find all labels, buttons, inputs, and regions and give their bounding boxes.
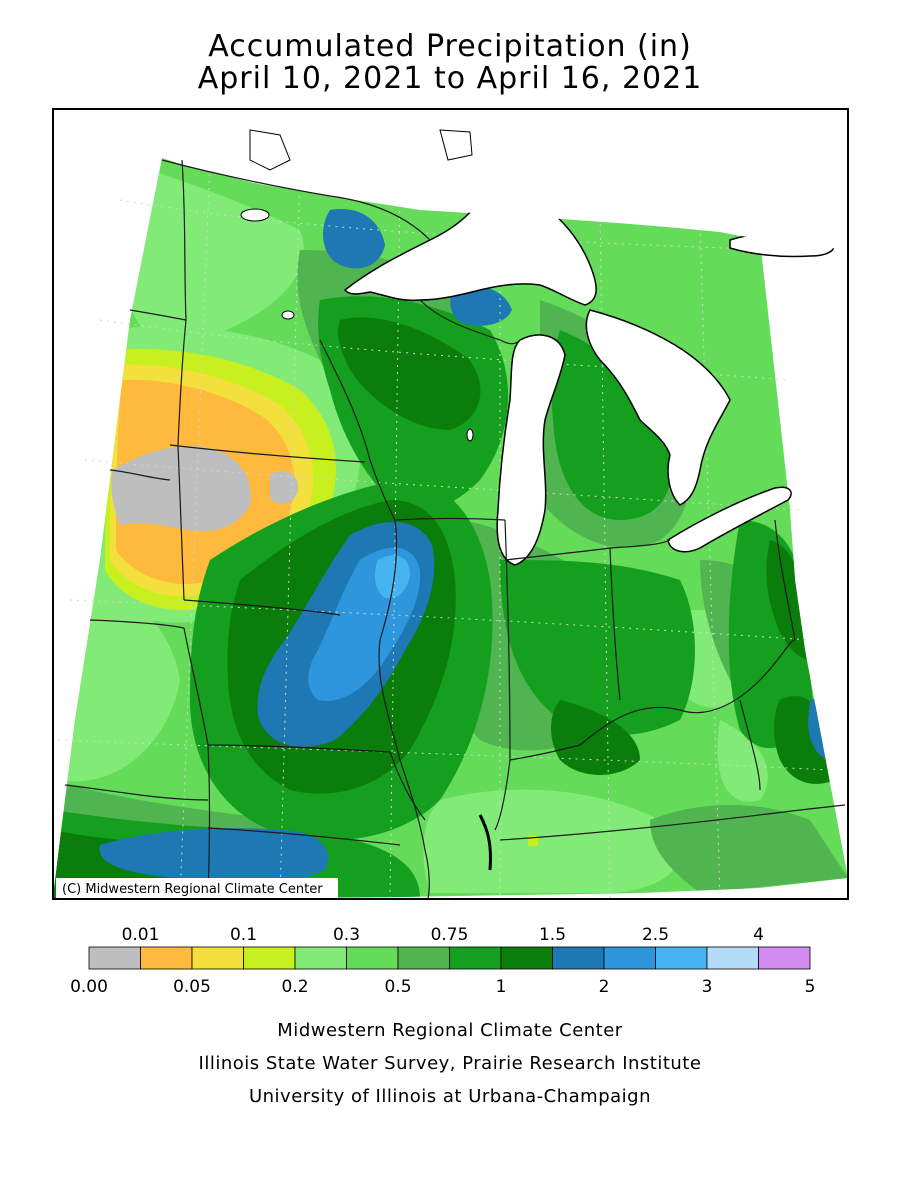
legend-swatch	[140, 946, 193, 970]
legend-swatch	[243, 946, 296, 970]
copyright-text: (C) Midwestern Regional Climate Center	[62, 882, 323, 897]
legend-upper-label: 2.5	[642, 925, 669, 945]
legend-swatch	[191, 946, 244, 970]
legend-upper-label: 0.1	[230, 925, 257, 945]
legend-upper-label: 1.5	[539, 925, 566, 945]
legend-swatch	[397, 946, 450, 970]
footer-org: Midwestern Regional Climate Center	[277, 1020, 623, 1041]
legend-swatch	[552, 946, 605, 970]
precipitation-map: (C) Midwestern Regional Climate Center	[52, 108, 849, 900]
legend-swatch	[294, 946, 347, 970]
legend-swatch	[603, 946, 656, 970]
legend-swatches	[88, 946, 811, 970]
lake-michigan	[496, 334, 566, 566]
legend-swatch	[346, 946, 399, 970]
legend-lower-label: 1	[496, 977, 507, 997]
legend-swatch	[706, 946, 759, 970]
legend-lower-label: 0.5	[384, 977, 411, 997]
footer-survey: Illinois State Water Survey, Prairie Res…	[198, 1053, 702, 1074]
legend-swatch	[758, 946, 811, 970]
legend-lower-label: 0.05	[173, 977, 211, 997]
lake-erie	[667, 486, 792, 553]
legend-lower-label: 5	[805, 977, 816, 997]
legend-upper-label: 0.3	[333, 925, 360, 945]
legend-upper-label: 0.01	[122, 925, 160, 945]
legend-lower-label: 2	[599, 977, 610, 997]
map-frame	[52, 108, 849, 900]
legend-upper-label: 0.75	[431, 925, 469, 945]
legend-swatch	[500, 946, 553, 970]
footer-university: University of Illinois at Urbana-Champai…	[248, 1086, 652, 1107]
legend-lower-labels: 0.00 0.05 0.2 0.5 1 2 3 5	[70, 977, 815, 997]
legend-swatch	[88, 946, 141, 970]
legend-lower-label: 0.00	[70, 977, 108, 997]
copyright-box	[56, 878, 338, 898]
river-mark	[478, 814, 492, 871]
great-lakes	[343, 194, 835, 566]
legend-lower-label: 0.2	[281, 977, 308, 997]
map-date-range: April 10, 2021 to April 16, 2021	[197, 61, 703, 96]
legend-upper-label: 4	[753, 925, 764, 945]
lat-lon-grid	[57, 159, 831, 899]
state-borders	[64, 159, 846, 899]
legend-swatch	[655, 946, 708, 970]
legend-lower-label: 3	[702, 977, 713, 997]
color-legend: 0.01 0.1 0.3 0.75 1.5 2.5 4 0.00 0.05 0.2 0.5 1 2 3 5	[70, 925, 815, 997]
map-title: Accumulated Precipitation (in)	[208, 29, 692, 64]
lake-huron	[585, 309, 731, 506]
islands	[240, 129, 474, 442]
legend-swatch	[449, 946, 502, 970]
lake-superior	[343, 194, 597, 306]
legend-upper-labels: 0.01 0.1 0.3 0.75 1.5 2.5 4	[122, 925, 764, 945]
